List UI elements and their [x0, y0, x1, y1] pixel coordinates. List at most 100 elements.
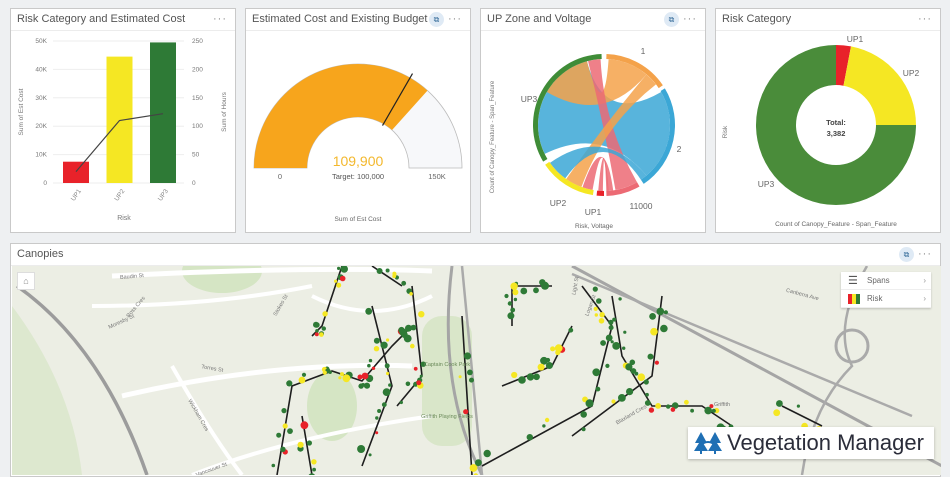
panel-header: UP Zone and Voltage ⧉ ··· — [481, 9, 705, 31]
canopy-feature — [336, 282, 342, 288]
canopy-feature — [592, 286, 598, 292]
panel-header: Risk Category and Estimated Cost ··· — [11, 9, 235, 31]
gauge-target: Target: 100,000 — [332, 172, 384, 181]
canopy-feature — [625, 363, 633, 371]
canopy-feature — [483, 449, 491, 458]
more-options-button[interactable]: ··· — [683, 13, 697, 25]
canopy-feature — [605, 334, 613, 342]
layer-spans[interactable]: ☰ Spans › — [841, 272, 931, 290]
canopy-feature — [622, 346, 626, 350]
span-line — [361, 305, 393, 467]
canopy-feature — [276, 432, 282, 438]
canopy-feature — [600, 340, 606, 346]
canopy-feature — [306, 440, 312, 446]
slice-label: UP3 — [758, 179, 775, 189]
road — [15, 284, 149, 475]
group-label: 2 — [677, 144, 682, 154]
canopy-feature — [580, 411, 587, 418]
y2-tick-label: 200 — [192, 66, 203, 73]
canopy-feature — [618, 297, 622, 301]
group-label: 1 — [641, 46, 646, 56]
street-label: Baudin St — [120, 273, 145, 281]
x-axis-label: Risk, Voltage — [575, 223, 613, 230]
road — [170, 365, 244, 475]
canopy-feature — [630, 368, 637, 374]
y2-tick-label: 250 — [192, 38, 203, 45]
logo-trees-icon — [694, 432, 722, 454]
more-options-button[interactable]: ··· — [448, 13, 462, 25]
y-tick-label: 0 — [43, 180, 47, 187]
filter-icon[interactable]: ⧉ — [429, 12, 444, 27]
more-options-button[interactable]: ··· — [918, 248, 932, 260]
canopy-feature — [511, 371, 518, 379]
hours-line — [75, 113, 164, 173]
map-view[interactable]: Baudin St Moresby St Ross Cres Torres St Wic… — [12, 266, 941, 475]
canopy-feature — [660, 324, 668, 333]
canopy-feature — [643, 379, 649, 385]
canopy-feature — [340, 266, 348, 273]
canopy-feature — [342, 374, 351, 383]
road — [191, 414, 433, 475]
canopy-feature — [463, 352, 472, 360]
canopy-feature — [357, 445, 366, 453]
y-axis-label: Count of Canopy_Feature - Span_Feature — [490, 80, 496, 193]
ribbon-up3-11000 — [588, 59, 637, 190]
layer-risk[interactable]: Risk › — [841, 290, 931, 308]
canopy-feature — [581, 427, 586, 432]
street-label: Blaxland Cres — [615, 404, 648, 426]
canopy-feature — [544, 417, 550, 423]
canopy-feature — [403, 334, 412, 343]
center-title: Total: — [826, 118, 846, 127]
canopy-feature — [645, 392, 649, 397]
x-tick-label: UP1 — [70, 188, 83, 203]
panel-header: Estimated Cost and Existing Budget ⧉ ··· — [246, 9, 470, 31]
ribbon-up3-1 — [546, 59, 647, 106]
y-tick-label: 10K — [35, 152, 47, 159]
x-axis-label: Risk — [117, 215, 131, 222]
ribbon-up2-2 — [549, 146, 647, 180]
filter-icon[interactable]: ⧉ — [899, 247, 914, 262]
canopy-feature — [469, 464, 478, 472]
canopy-feature — [540, 356, 548, 365]
canopy-feature — [301, 372, 307, 377]
canopy-feature — [297, 441, 304, 448]
canopy-feature — [612, 317, 617, 322]
canopy-feature — [420, 361, 426, 367]
layer-label: Risk — [867, 294, 883, 303]
canopy-feature — [311, 459, 317, 465]
canopy-feature — [338, 376, 342, 380]
canopy-feature — [711, 408, 716, 413]
gauge-fill — [254, 63, 428, 168]
canopy-feature — [399, 400, 403, 405]
y-tick-label: 20K — [35, 123, 47, 130]
canopy-feature — [568, 327, 574, 333]
more-options-button[interactable]: ··· — [918, 13, 932, 25]
chord-group-11000 — [606, 182, 640, 196]
group-label: UP1 — [585, 207, 602, 217]
canopy-feature — [388, 383, 392, 387]
y-tick-label: 40K — [35, 66, 47, 73]
canopy-feature — [377, 409, 382, 413]
canopy-feature — [510, 282, 518, 290]
canopy-feature — [644, 400, 651, 406]
y-axis-label: Risk — [722, 125, 729, 138]
canopy-feature — [690, 408, 694, 413]
canopy-feature — [322, 311, 328, 317]
canopy-feature — [520, 287, 528, 295]
filter-icon[interactable]: ⧉ — [664, 12, 679, 27]
street-label: Stokes St — [273, 293, 290, 317]
canopy-feature — [392, 271, 397, 276]
canopy-feature — [367, 363, 371, 368]
canopy-feature — [409, 292, 413, 296]
canopy-feature — [300, 421, 309, 430]
canopy-feature — [610, 340, 614, 344]
home-icon[interactable]: ⌂ — [17, 272, 35, 290]
chord-chart: 1 2 11000 UP1 UP2 UP3 Risk, Voltage Count of Ca… — [490, 46, 682, 230]
canopy-feature — [281, 408, 287, 414]
bar-up2 — [106, 56, 133, 184]
canopy-feature — [337, 266, 341, 270]
more-options-button[interactable]: ··· — [213, 13, 227, 25]
canopy-feature — [373, 337, 380, 344]
span-line — [481, 285, 613, 467]
